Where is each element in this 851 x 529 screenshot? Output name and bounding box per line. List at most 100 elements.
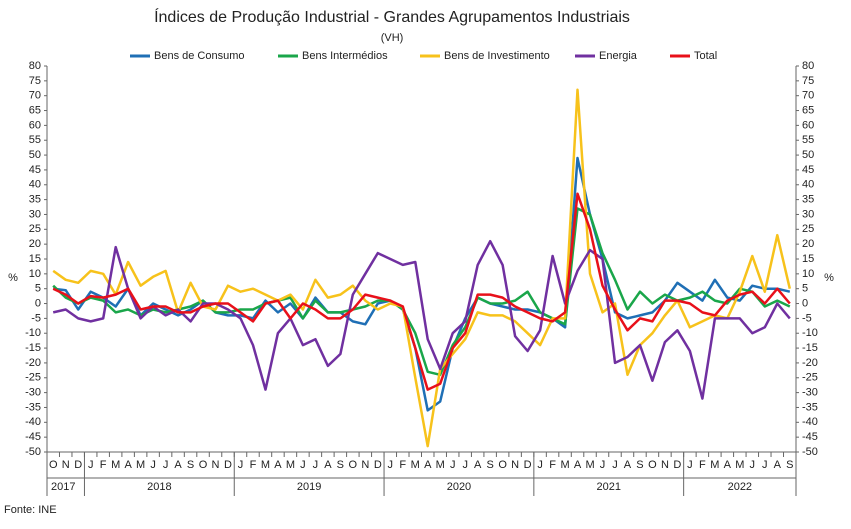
y-tick-label: 45 (29, 164, 41, 176)
chart-title: Índices de Produção Industrial - Grandes… (154, 7, 630, 26)
y2-tick-label: 60 (802, 119, 814, 131)
y-tick-label: 80 (29, 60, 41, 72)
y2-tick-label: -40 (802, 416, 818, 428)
x-tick-label: A (574, 459, 582, 471)
y-axis-label: % (8, 272, 18, 284)
year-label: 2021 (597, 481, 621, 493)
x-tick-label: J (300, 459, 306, 471)
y2-tick-label: 20 (802, 238, 814, 250)
y-tick-label: 60 (29, 119, 41, 131)
x-tick-label: F (399, 459, 406, 471)
y-tick-label: 50 (29, 149, 41, 161)
x-tick-label: D (224, 459, 232, 471)
y-tick-label: 10 (29, 268, 41, 280)
y-tick-label: 35 (29, 194, 41, 206)
y2-tick-label: 5 (802, 283, 808, 295)
series-line (52, 88, 792, 448)
x-tick-label: M (585, 459, 594, 471)
x-tick-label: F (549, 459, 556, 471)
year-label: 2019 (297, 481, 321, 493)
x-tick-label: M (710, 459, 719, 471)
y2-tick-label: 0 (802, 297, 808, 309)
y-tick-label: 0 (35, 297, 41, 309)
x-tick-label: S (636, 459, 643, 471)
legend-label: Bens de Consumo (154, 50, 245, 62)
x-tick-label: J (450, 459, 456, 471)
year-label: 2022 (728, 481, 752, 493)
y2-tick-label: 70 (802, 90, 814, 102)
x-tick-label: D (524, 459, 532, 471)
x-tick-label: J (150, 459, 156, 471)
y2-tick-label: 80 (802, 60, 814, 72)
x-tick-label: F (250, 459, 257, 471)
y2-tick-label: 30 (802, 208, 814, 220)
y2-tick-label: 35 (802, 194, 814, 206)
y2-tick-label: -50 (802, 446, 818, 458)
y2-tick-label: 75 (802, 75, 814, 87)
x-tick-label: J (462, 459, 468, 471)
x-tick-label: A (724, 459, 732, 471)
y2-tick-label: -15 (802, 342, 818, 354)
y2-tick-label: -35 (802, 401, 818, 413)
x-tick-label: A (324, 459, 332, 471)
year-label: 2020 (447, 481, 471, 493)
x-tick-label: O (349, 459, 358, 471)
x-tick-label: D (673, 459, 681, 471)
series-line (53, 156, 791, 412)
y-tick-label: -15 (25, 342, 41, 354)
x-tick-label: N (511, 459, 519, 471)
x-tick-label: M (735, 459, 744, 471)
x-tick-label: D (374, 459, 382, 471)
x-tick-label: J (687, 459, 693, 471)
y-tick-label: 30 (29, 208, 41, 220)
x-tick-label: M (436, 459, 445, 471)
year-label: 2017 (51, 481, 75, 493)
x-tick-label: M (136, 459, 145, 471)
y2-tick-label: 65 (802, 104, 814, 116)
x-tick-label: M (411, 459, 420, 471)
y-tick-label: 55 (29, 134, 41, 146)
y-tick-label: 25 (29, 223, 41, 235)
y2-tick-label: -25 (802, 372, 818, 384)
y-tick-label: -30 (25, 387, 41, 399)
y-tick-label: 15 (29, 253, 41, 265)
x-tick-label: J (537, 459, 543, 471)
chart-subtitle: (VH) (381, 32, 404, 44)
x-tick-label: A (624, 459, 632, 471)
y2-axis-label: % (824, 272, 834, 284)
year-label: 2018 (147, 481, 171, 493)
y-tick-label: -10 (25, 327, 41, 339)
x-tick-label: A (774, 459, 782, 471)
source: Fonte: INE (4, 504, 57, 516)
x-tick-label: N (62, 459, 70, 471)
y-tick-label: 75 (29, 75, 41, 87)
y-tick-label: -40 (25, 416, 41, 428)
y2-tick-label: 15 (802, 253, 814, 265)
y-tick-label: -25 (25, 372, 41, 384)
y-tick-label: -50 (25, 446, 41, 458)
y2-tick-label: -45 (802, 431, 818, 443)
x-tick-label: J (762, 459, 768, 471)
legend-label: Bens Intermédios (302, 50, 388, 62)
y2-tick-label: 45 (802, 164, 814, 176)
y2-tick-label: -20 (802, 357, 818, 369)
x-tick-label: O (49, 459, 58, 471)
x-tick-label: J (388, 459, 394, 471)
y2-tick-label: 50 (802, 149, 814, 161)
x-tick-label: J (88, 459, 94, 471)
x-tick-label: J (313, 459, 319, 471)
y-tick-label: 20 (29, 238, 41, 250)
legend-label: Bens de Investimento (444, 50, 550, 62)
x-tick-label: S (786, 459, 793, 471)
y2-tick-label: -5 (802, 312, 812, 324)
x-tick-label: J (163, 459, 169, 471)
x-tick-label: S (187, 459, 194, 471)
y-tick-label: 5 (35, 283, 41, 295)
y2-tick-label: 10 (802, 268, 814, 280)
x-tick-label: J (600, 459, 606, 471)
x-tick-label: J (238, 459, 244, 471)
x-tick-label: N (212, 459, 220, 471)
y-tick-label: 40 (29, 179, 41, 191)
y2-tick-label: -10 (802, 327, 818, 339)
x-tick-label: D (74, 459, 82, 471)
